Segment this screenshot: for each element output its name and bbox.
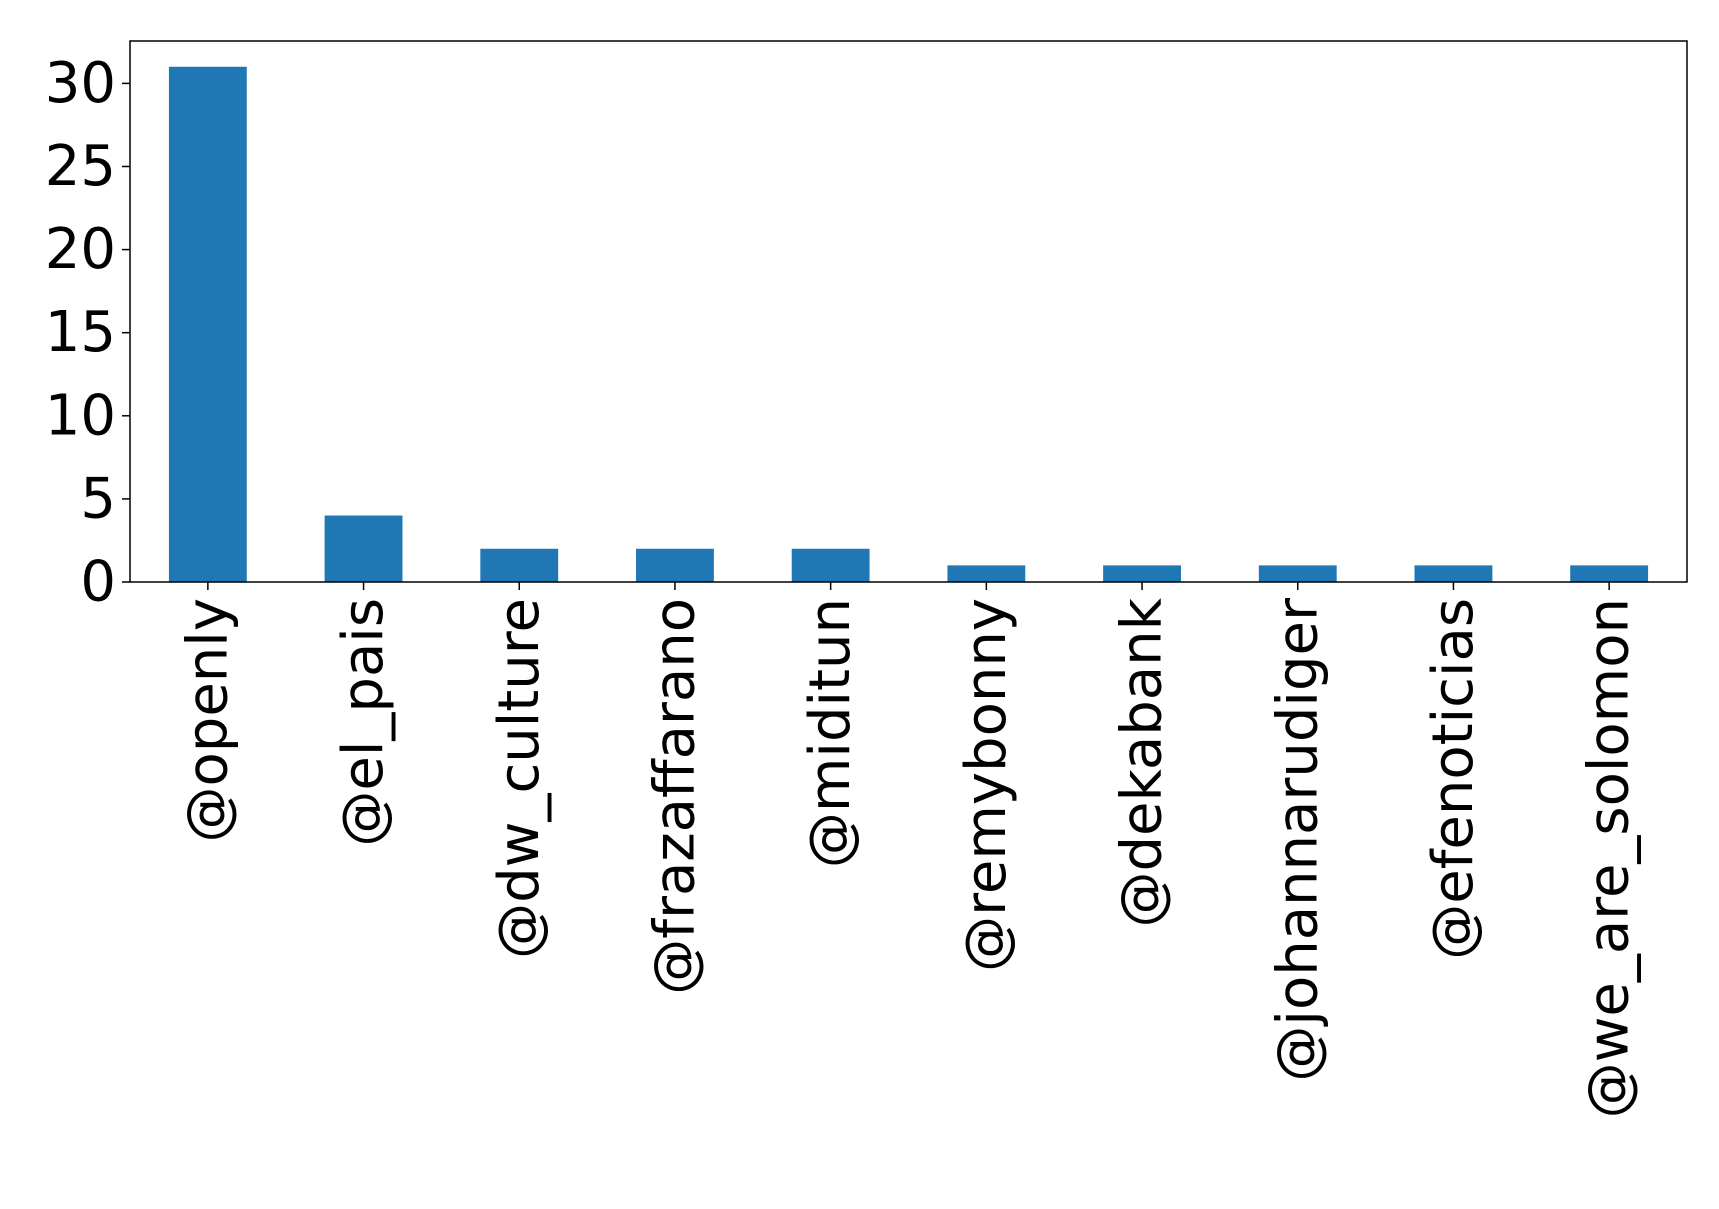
y-tick-label: 0 bbox=[80, 550, 116, 615]
plot-frame bbox=[129, 40, 1688, 583]
x-tick-label: @openly bbox=[175, 598, 240, 842]
x-tick-label: @dw_culture bbox=[487, 598, 552, 959]
x-tick-label: @frazaffarano bbox=[642, 598, 707, 995]
bars-group bbox=[168, 66, 1649, 582]
bar bbox=[1414, 565, 1493, 582]
y-tick-label: 10 bbox=[45, 383, 116, 448]
bar bbox=[480, 548, 559, 582]
x-tick-label: @johannarudiger bbox=[1265, 597, 1330, 1082]
x-tick-label: @miditun bbox=[798, 598, 863, 868]
y-tick-label: 30 bbox=[45, 51, 116, 116]
bar bbox=[1103, 565, 1181, 582]
x-axis-ticks: @openly @el_pais @dw_culture @frazaffarano @… bbox=[175, 582, 1642, 1118]
bar bbox=[168, 66, 247, 582]
y-tick-label: 15 bbox=[45, 300, 116, 365]
x-tick-label: @we_are_solomon bbox=[1577, 598, 1642, 1118]
x-tick-label: @remybonny bbox=[954, 598, 1019, 972]
bar bbox=[636, 548, 714, 582]
y-tick-label: 25 bbox=[45, 134, 116, 199]
bar bbox=[1570, 565, 1649, 582]
x-tick-label: @dekabank bbox=[1110, 597, 1175, 927]
y-tick-label: 5 bbox=[80, 466, 116, 531]
x-tick-label: @el_pais bbox=[331, 598, 396, 847]
bar bbox=[947, 565, 1026, 582]
y-tick-label: 20 bbox=[45, 217, 116, 282]
x-tick-label: @efenoticias bbox=[1421, 598, 1486, 960]
bar bbox=[324, 515, 403, 582]
bar bbox=[1258, 565, 1337, 582]
y-axis-ticks: 0 5 10 15 20 25 30 bbox=[45, 51, 130, 615]
bar bbox=[791, 548, 870, 582]
